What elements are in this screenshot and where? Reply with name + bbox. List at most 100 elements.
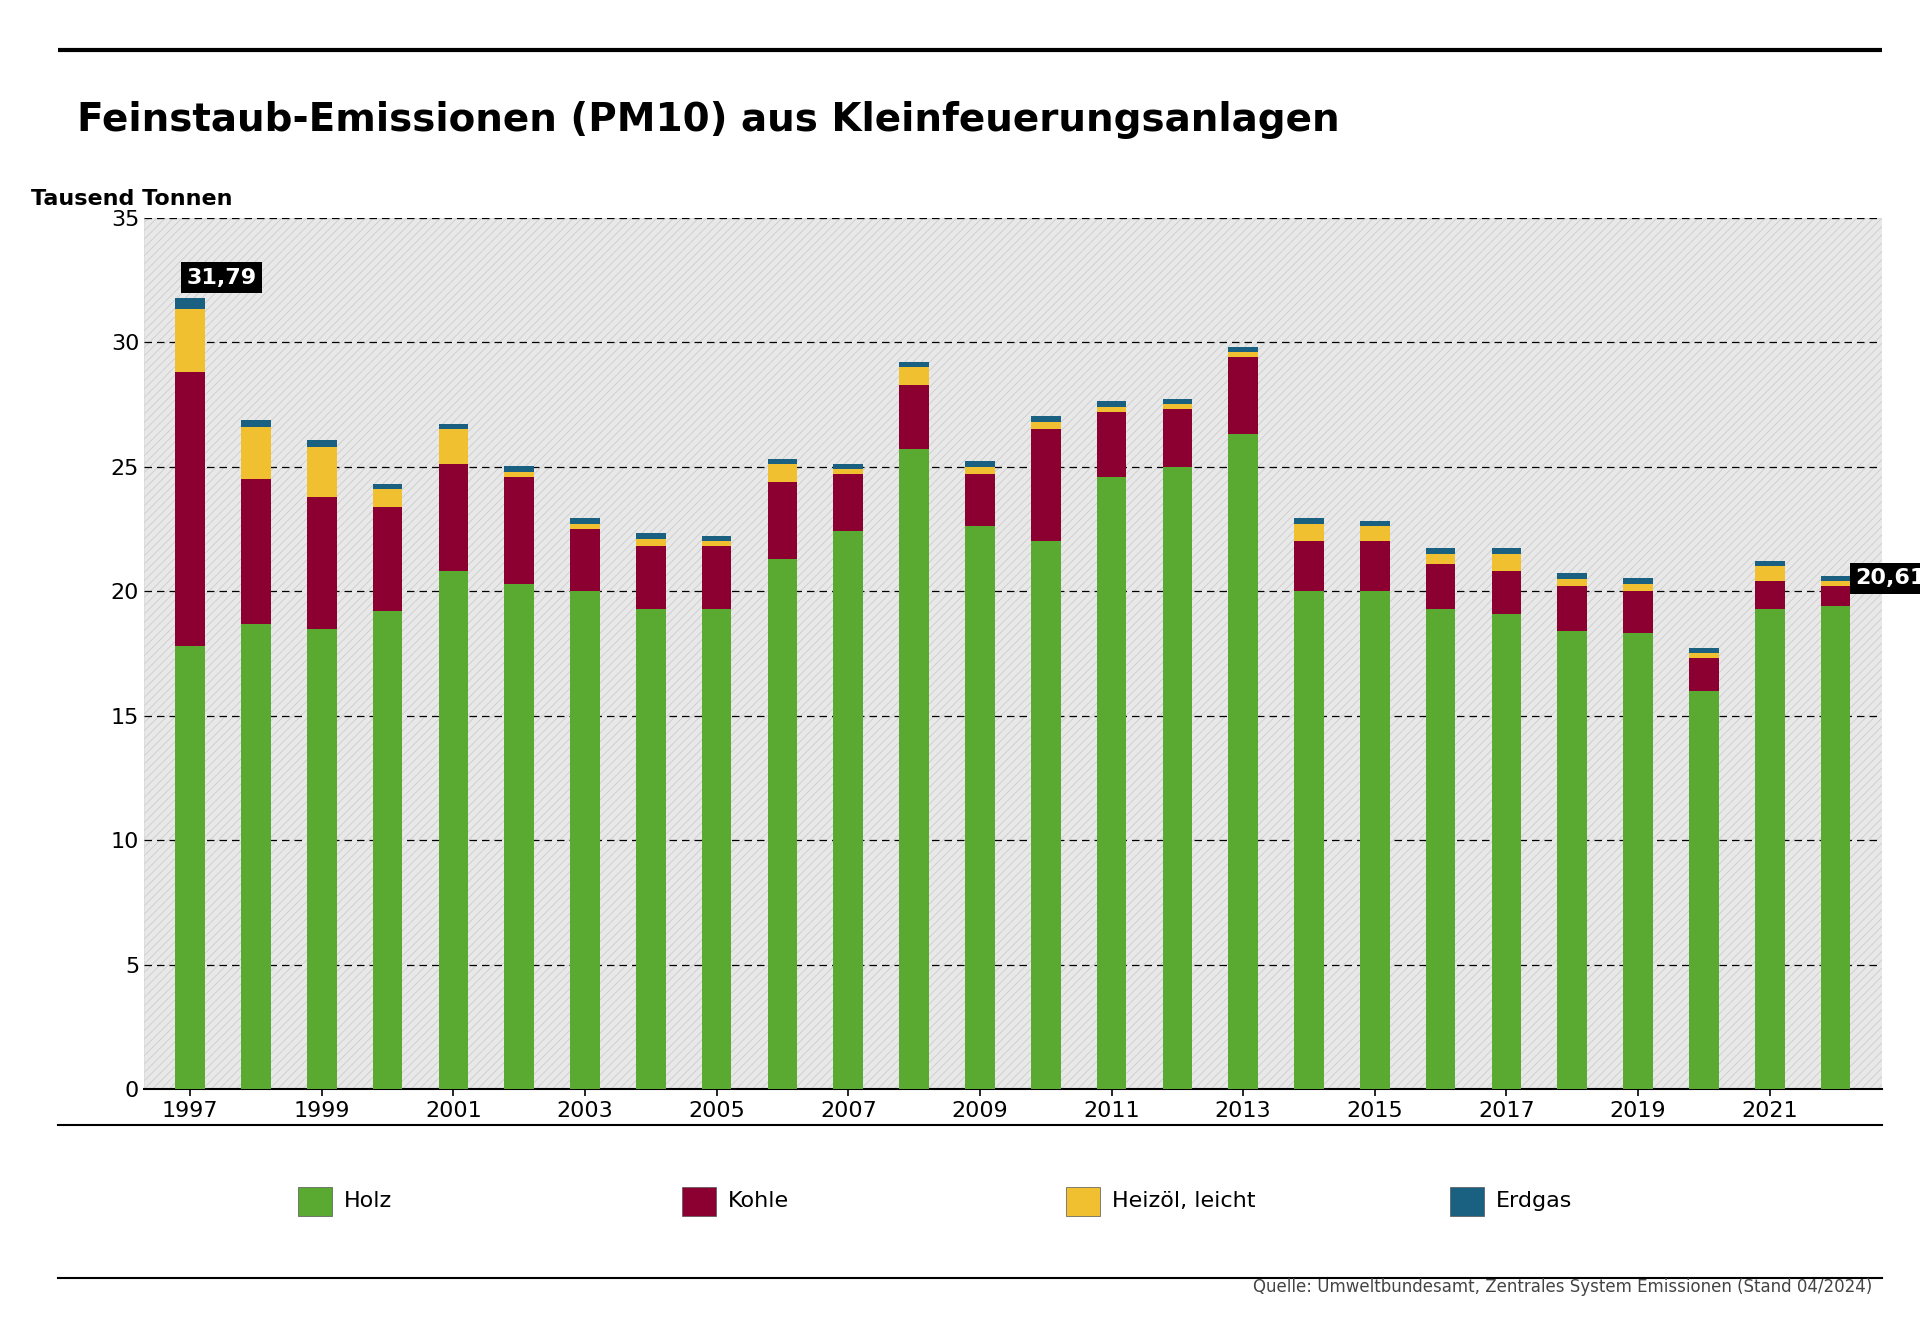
Bar: [768, 482, 797, 558]
Bar: [1557, 578, 1588, 586]
Bar: [505, 583, 534, 1089]
Bar: [833, 532, 864, 1089]
Bar: [1622, 634, 1653, 1089]
Bar: [372, 483, 403, 490]
Bar: [1820, 576, 1851, 581]
Bar: [438, 424, 468, 429]
Bar: [372, 611, 403, 1089]
Bar: [1690, 690, 1718, 1089]
Bar: [570, 519, 599, 524]
Bar: [1031, 429, 1060, 541]
Bar: [1820, 581, 1851, 586]
Bar: [438, 572, 468, 1089]
Bar: [175, 372, 205, 645]
Bar: [372, 507, 403, 611]
Bar: [1492, 548, 1521, 554]
Text: Quelle: Umweltbundesamt, Zentrales System Emissionen (Stand 04/2024): Quelle: Umweltbundesamt, Zentrales Syste…: [1252, 1278, 1872, 1296]
Bar: [1622, 583, 1653, 591]
Bar: [1096, 401, 1127, 407]
Bar: [1557, 573, 1588, 578]
Bar: [570, 524, 599, 529]
Text: Erdgas: Erdgas: [1496, 1191, 1572, 1212]
Bar: [899, 449, 929, 1089]
Bar: [570, 591, 599, 1089]
Text: Kohle: Kohle: [728, 1191, 789, 1212]
Bar: [768, 558, 797, 1089]
Bar: [1162, 467, 1192, 1089]
Bar: [1622, 591, 1653, 634]
Bar: [1622, 578, 1653, 583]
Bar: [1359, 521, 1390, 527]
Bar: [1427, 548, 1455, 554]
Bar: [242, 426, 271, 479]
Text: Heizöl, leicht: Heizöl, leicht: [1112, 1191, 1256, 1212]
Bar: [1294, 591, 1323, 1089]
Bar: [505, 471, 534, 477]
Text: Holz: Holz: [344, 1191, 392, 1212]
Bar: [242, 420, 271, 426]
Bar: [1427, 554, 1455, 564]
Bar: [1096, 407, 1127, 412]
Bar: [703, 609, 732, 1089]
Bar: [1755, 609, 1784, 1089]
Bar: [1690, 653, 1718, 659]
Bar: [703, 536, 732, 541]
Bar: [1557, 631, 1588, 1089]
Bar: [1427, 564, 1455, 609]
Bar: [1690, 659, 1718, 690]
Text: 20,61: 20,61: [1855, 568, 1920, 589]
Bar: [703, 541, 732, 546]
Bar: [1096, 412, 1127, 477]
Bar: [1755, 561, 1784, 566]
Bar: [1229, 347, 1258, 352]
Bar: [1294, 524, 1323, 541]
Bar: [1162, 399, 1192, 404]
Bar: [1820, 606, 1851, 1089]
Bar: [175, 309, 205, 372]
Bar: [505, 477, 534, 583]
Bar: [899, 362, 929, 367]
Bar: [175, 298, 205, 309]
Bar: [372, 490, 403, 507]
Bar: [1755, 566, 1784, 581]
Bar: [1359, 541, 1390, 591]
Bar: [768, 459, 797, 465]
Bar: [1492, 572, 1521, 614]
Bar: [899, 367, 929, 384]
Bar: [1755, 581, 1784, 609]
Bar: [570, 529, 599, 591]
Text: Feinstaub-Emissionen (PM10) aus Kleinfeuerungsanlagen: Feinstaub-Emissionen (PM10) aus Kleinfeu…: [77, 100, 1340, 139]
Bar: [242, 479, 271, 623]
Bar: [1031, 416, 1060, 422]
Bar: [438, 465, 468, 572]
Text: Tausend Tonnen: Tausend Tonnen: [31, 189, 232, 209]
Bar: [1492, 554, 1521, 572]
Bar: [703, 546, 732, 609]
Bar: [636, 533, 666, 539]
Bar: [899, 384, 929, 449]
Bar: [505, 466, 534, 471]
Bar: [307, 496, 336, 628]
Bar: [833, 474, 864, 532]
Bar: [1359, 527, 1390, 541]
Bar: [1690, 648, 1718, 653]
Bar: [1162, 404, 1192, 409]
Bar: [833, 463, 864, 469]
Bar: [307, 628, 336, 1089]
Bar: [833, 469, 864, 474]
Bar: [1492, 614, 1521, 1089]
Bar: [636, 546, 666, 609]
Text: 31,79: 31,79: [186, 268, 257, 288]
Bar: [1031, 422, 1060, 429]
Bar: [1359, 591, 1390, 1089]
Bar: [242, 623, 271, 1089]
Bar: [1294, 541, 1323, 591]
Bar: [966, 474, 995, 527]
Bar: [1096, 477, 1127, 1089]
Bar: [636, 539, 666, 546]
Bar: [768, 465, 797, 482]
Bar: [438, 429, 468, 465]
Bar: [966, 461, 995, 467]
Bar: [1427, 609, 1455, 1089]
Bar: [1031, 541, 1060, 1089]
